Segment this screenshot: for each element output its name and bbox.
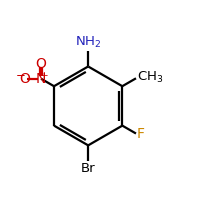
Text: NH$_2$: NH$_2$ bbox=[75, 35, 101, 50]
Text: CH$_3$: CH$_3$ bbox=[137, 70, 163, 85]
Text: O: O bbox=[36, 57, 46, 71]
Text: +: + bbox=[40, 71, 48, 81]
Text: F: F bbox=[137, 127, 145, 141]
Text: N: N bbox=[36, 72, 46, 86]
Text: −: − bbox=[16, 69, 26, 82]
Text: Br: Br bbox=[81, 162, 95, 175]
Text: O: O bbox=[19, 72, 30, 86]
